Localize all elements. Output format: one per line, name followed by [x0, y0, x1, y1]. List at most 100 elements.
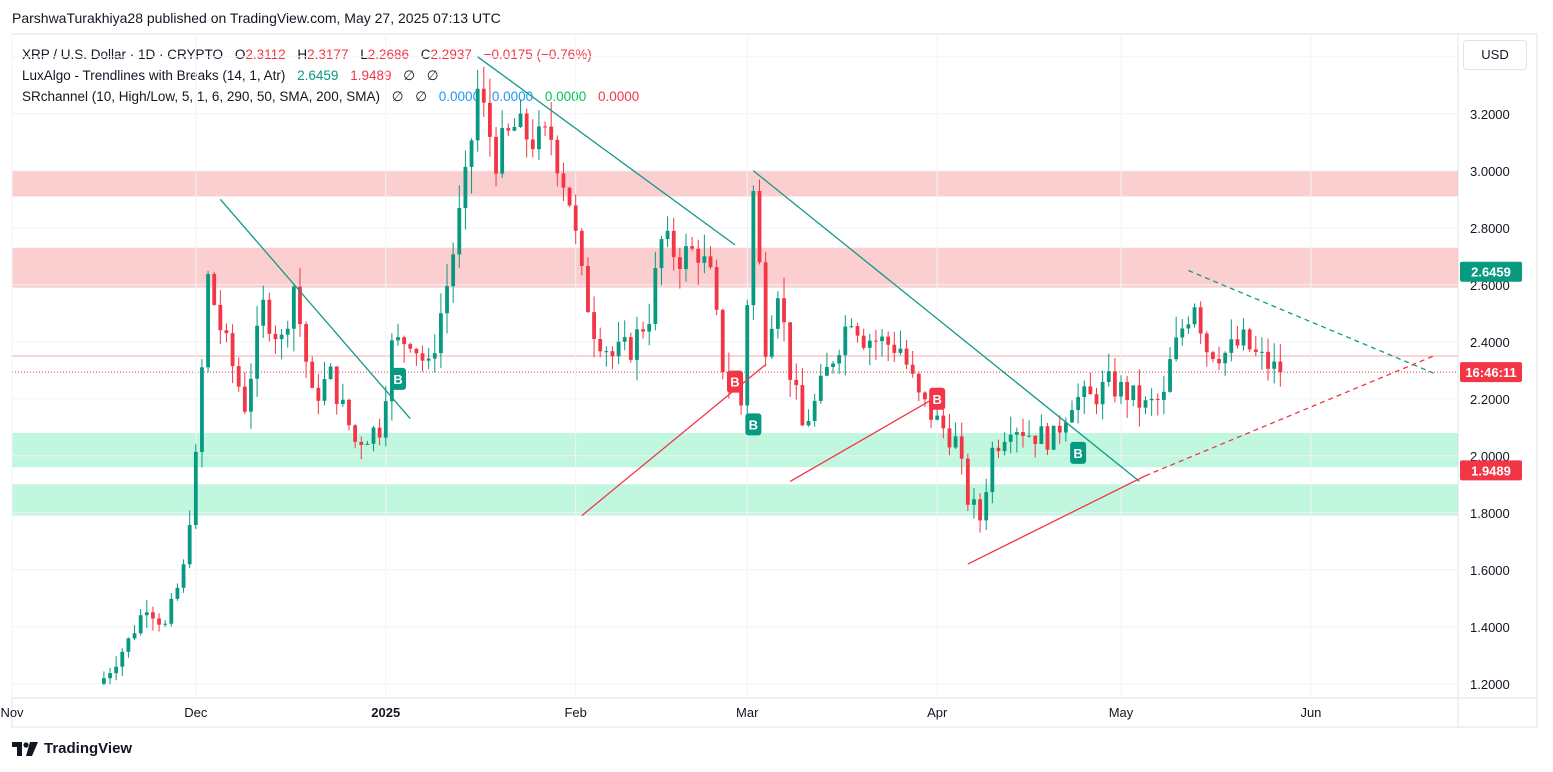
- candle-body: [359, 441, 364, 445]
- candle-59: [463, 150, 468, 230]
- candle-173: [1161, 375, 1166, 415]
- candle-100: [714, 259, 719, 316]
- footer-brand[interactable]: TradingView: [12, 740, 132, 757]
- candle-71: [537, 110, 541, 160]
- candle-26: [261, 285, 266, 339]
- candle-body: [414, 348, 419, 354]
- candle-107: [757, 179, 762, 265]
- candle-143: [978, 493, 982, 533]
- break-marker-box: [727, 370, 743, 393]
- candle-98: [702, 234, 707, 274]
- candle-177: [1186, 316, 1191, 334]
- candle-60: [469, 138, 474, 194]
- candle-162: [1094, 387, 1099, 415]
- candle-146: [996, 439, 1001, 458]
- candle-body: [1039, 426, 1044, 444]
- candle-body: [469, 140, 474, 167]
- candle-85: [622, 320, 627, 351]
- time-tick-5: Apr: [927, 705, 948, 720]
- candle-106: [751, 185, 756, 321]
- candle-127: [880, 329, 884, 357]
- candle-95: [684, 233, 688, 282]
- candle-29: [279, 329, 284, 360]
- srchannel-empty-value-2: ∅: [415, 89, 428, 104]
- candle-40: [347, 398, 351, 431]
- candle-body: [910, 364, 915, 374]
- candle-118: [825, 352, 829, 377]
- candle-body: [543, 126, 547, 128]
- close-value: 2.2937: [430, 47, 472, 62]
- trendline-down-1: [477, 56, 736, 246]
- candle-63: [488, 78, 492, 157]
- candle-109: [769, 315, 774, 360]
- candle-body: [953, 436, 958, 448]
- candle-51: [414, 348, 419, 366]
- candle-35: [316, 374, 321, 415]
- trendline-up-7: [1145, 355, 1434, 477]
- symbol-name[interactable]: XRP / U.S. Dollar · 1D · CRYPTO: [22, 47, 224, 62]
- candle-body: [714, 267, 719, 310]
- candle-body: [445, 286, 449, 314]
- srchannel-empty-value-1: ∅: [391, 89, 404, 104]
- candle-176: [1180, 318, 1185, 346]
- candle-192: [1278, 343, 1283, 387]
- candle-4: [126, 637, 131, 658]
- candle-body: [340, 399, 345, 405]
- luxalgo-indicator-name[interactable]: LuxAlgo - Trendlines with Breaks (14, 1,…: [22, 68, 286, 83]
- price-tick-6: 2.2000: [1470, 392, 1510, 407]
- candle-152: [1033, 435, 1038, 458]
- candle-body: [892, 344, 897, 353]
- candle-body: [298, 286, 302, 325]
- candle-body: [1137, 385, 1142, 408]
- candle-body: [1082, 386, 1087, 398]
- candle-body: [151, 612, 155, 619]
- time-tick-3: Feb: [564, 705, 586, 720]
- candle-50: [408, 342, 413, 353]
- candle-body: [163, 623, 168, 625]
- srchannel-legend-row: SRchannel (10, High/Low, 5, 1, 6, 290, 5…: [22, 86, 639, 107]
- candle-132: [910, 350, 915, 378]
- candle-body: [1027, 435, 1032, 437]
- time-axis[interactable]: Nov Dec 2025 Feb Mar Apr May Jun: [0, 705, 1321, 720]
- candle-body: [855, 326, 860, 336]
- candles[interactable]: [102, 66, 1283, 686]
- candle-body: [377, 427, 382, 438]
- trendline-up-6: [967, 475, 1146, 565]
- candle-body: [592, 312, 596, 339]
- support-zone-2: [12, 432, 1458, 468]
- candle-body: [1217, 358, 1221, 364]
- candle-6: [138, 609, 143, 636]
- candle-body: [255, 325, 259, 379]
- candle-168: [1131, 385, 1136, 407]
- candle-78: [579, 228, 584, 276]
- candle-105: [745, 299, 750, 418]
- candle-body: [959, 436, 964, 459]
- candle-23: [242, 372, 247, 415]
- candle-body: [1100, 382, 1105, 405]
- candle-body: [1125, 381, 1130, 401]
- candle-body: [383, 401, 388, 438]
- candle-128: [886, 331, 891, 362]
- candle-188: [1253, 335, 1258, 356]
- currency-button[interactable]: USD: [1463, 40, 1527, 70]
- candle-163: [1100, 370, 1105, 420]
- candle-34: [310, 356, 315, 389]
- candle-181: [1211, 350, 1215, 363]
- srchannel-indicator-name[interactable]: SRchannel (10, High/Low, 5, 1, 6, 290, 5…: [22, 89, 380, 104]
- candle-184: [1229, 319, 1234, 362]
- candle-body: [1033, 435, 1038, 444]
- candle-body: [371, 427, 376, 444]
- candle-66: [506, 123, 511, 137]
- candle-145: [990, 441, 995, 504]
- break-marker-label: B: [393, 372, 402, 387]
- candle-93: [671, 217, 676, 271]
- candle-113: [794, 363, 799, 400]
- candle-body: [187, 525, 192, 565]
- candle-171: [1149, 388, 1154, 416]
- candle-87: [635, 316, 639, 381]
- candle-130: [898, 330, 903, 356]
- candle-body: [929, 399, 933, 420]
- candle-body: [488, 102, 492, 137]
- candle-body: [579, 230, 584, 266]
